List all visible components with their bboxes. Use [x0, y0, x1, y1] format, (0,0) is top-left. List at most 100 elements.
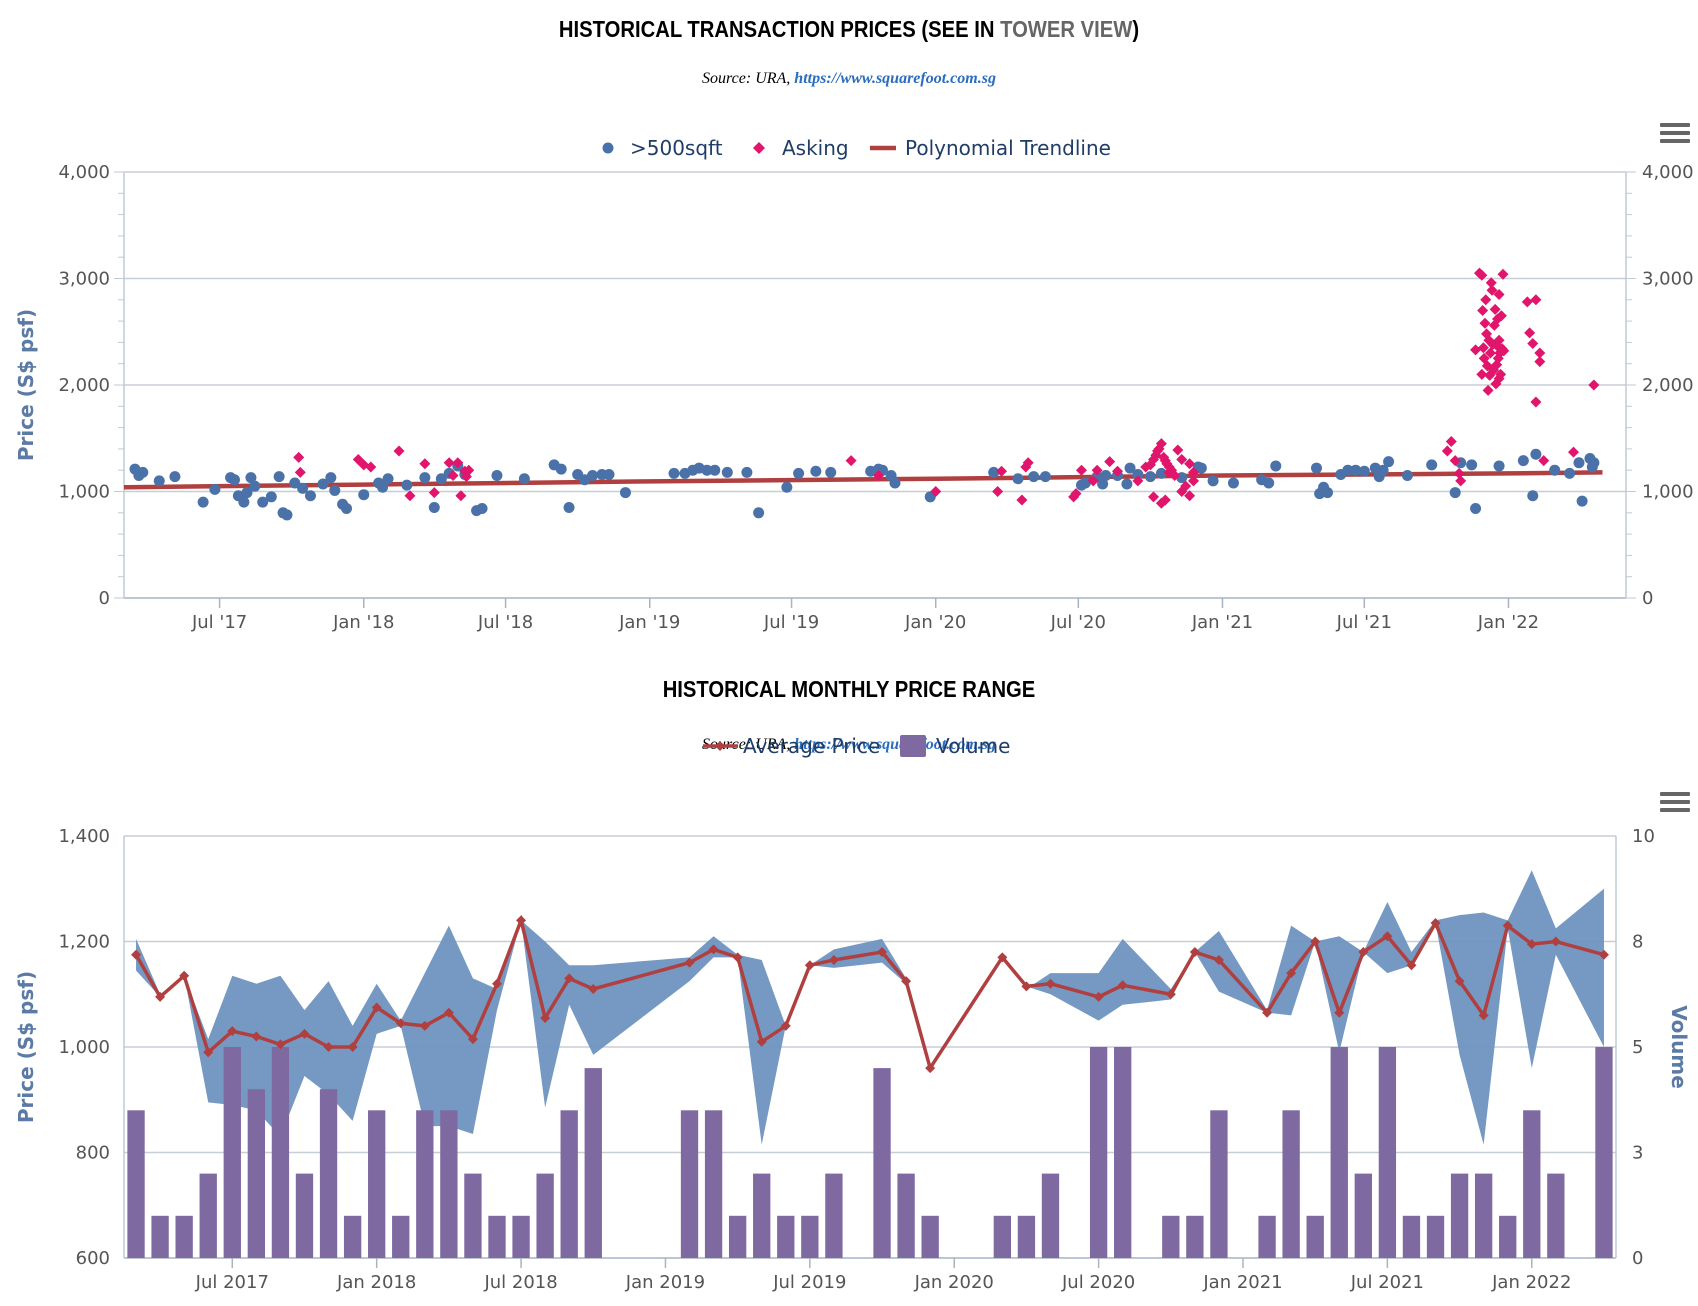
- transaction-point: [1383, 456, 1395, 468]
- x-tick-label: Jan 2022: [1491, 1272, 1571, 1293]
- volume-bar: [728, 1215, 747, 1258]
- transaction-point: [709, 464, 721, 476]
- monthly-range-chart: 600 0 800 3 1,000 5 1,200 8 1,400 10 Jul 2017 Jan 2…: [14, 734, 1691, 1293]
- volume-bar: [1450, 1173, 1469, 1258]
- y-axis-title: Price (S$ psf): [14, 971, 38, 1123]
- asking-point: [1485, 277, 1497, 289]
- volume-bar: [680, 1110, 699, 1258]
- y2-tick-label: 0: [1632, 1248, 1643, 1269]
- volume-bar: [777, 1215, 795, 1258]
- average-price-point: [1165, 989, 1176, 1000]
- transaction-point: [1493, 460, 1505, 472]
- volume-bar: [873, 1068, 891, 1258]
- asking-point: [1132, 475, 1144, 487]
- transaction-point: [325, 472, 337, 484]
- asking-point: [1493, 334, 1505, 346]
- y-tick-label: 2,000: [58, 375, 110, 396]
- average-price-point: [203, 1047, 214, 1058]
- tower-view-link[interactable]: TOWER VIEW: [1000, 16, 1133, 42]
- asking-point: [455, 490, 467, 502]
- transaction-point: [1321, 487, 1333, 499]
- asking-point: [1538, 455, 1550, 467]
- transaction-point: [1517, 455, 1529, 467]
- y-tick-label: 1,400: [58, 826, 110, 847]
- asking-point: [1111, 465, 1123, 477]
- asking-point: [1476, 368, 1488, 380]
- volume-bar: [271, 1047, 290, 1258]
- asking-point: [1482, 384, 1494, 396]
- top-chart-menu-icon[interactable]: [1660, 123, 1690, 145]
- average-price-point: [804, 960, 815, 971]
- asking-point: [1070, 488, 1082, 500]
- bottom-source: Source: URA, https://www.squarefoot.com.…: [0, 736, 1698, 754]
- transaction-point: [1549, 464, 1561, 476]
- x-tick-label: Jul '20: [1050, 612, 1106, 633]
- y2-tick-label: 3,000: [1642, 269, 1694, 290]
- average-price-point: [1358, 947, 1369, 958]
- average-price-point: [395, 1018, 406, 1029]
- average-price-point: [1478, 1010, 1489, 1021]
- x-tick-label: Jan 2018: [336, 1272, 416, 1293]
- asking-point: [1477, 342, 1489, 354]
- average-price-point: [155, 991, 166, 1002]
- volume-bar: [1089, 1047, 1108, 1258]
- top-source-link[interactable]: https://www.squarefoot.com.sg: [794, 70, 996, 87]
- transaction-point: [1263, 477, 1275, 489]
- asking-point: [992, 486, 1004, 497]
- y-tick-label: 600: [76, 1248, 110, 1269]
- average-price-point: [467, 1034, 478, 1045]
- asking-point: [1104, 456, 1116, 468]
- transaction-point: [1311, 462, 1323, 474]
- legend-symbol-volume: [900, 735, 926, 757]
- transaction-point: [329, 484, 341, 496]
- average-price-point: [1021, 981, 1032, 992]
- transaction-point: [435, 473, 447, 485]
- legend-marker-average: [715, 741, 725, 751]
- transaction-point: [1124, 462, 1136, 474]
- asking-point: [1187, 466, 1199, 478]
- transaction-point: [1097, 478, 1109, 490]
- average-price-point: [323, 1042, 334, 1052]
- transaction-point: [1342, 464, 1354, 476]
- transaction-point: [1401, 470, 1413, 482]
- transaction-point: [668, 467, 680, 479]
- volume-bar: [704, 1110, 723, 1258]
- transaction-point: [1576, 495, 1588, 507]
- transaction-point: [289, 477, 301, 489]
- asking-point: [293, 451, 305, 463]
- transaction-point: [265, 491, 277, 503]
- transaction-point: [563, 501, 575, 513]
- transaction-point: [753, 507, 765, 519]
- average-price-point: [1093, 991, 1104, 1002]
- asking-point: [1568, 446, 1580, 458]
- top-title-prefix: HISTORICAL TRANSACTION PRICES (SEE IN: [558, 16, 1001, 42]
- average-price-point: [901, 976, 912, 987]
- volume-bar: [536, 1173, 554, 1258]
- transaction-point: [428, 501, 440, 513]
- transaction-point: [701, 464, 713, 476]
- transaction-point: [1207, 475, 1219, 487]
- x-tick-label: Jan '20: [904, 612, 966, 633]
- bottom-source-prefix: Source: URA,: [702, 736, 795, 753]
- bottom-source-link[interactable]: https://www.squarefoot.com.sg: [794, 736, 996, 753]
- transaction-point: [793, 467, 805, 479]
- average-price-point: [1526, 939, 1537, 950]
- asking-point: [1588, 379, 1600, 391]
- average-price-point: [1310, 936, 1321, 947]
- asking-point: [845, 455, 857, 467]
- asking-point: [1449, 455, 1461, 467]
- asking-point: [1530, 396, 1542, 408]
- asking-point: [1187, 475, 1199, 487]
- y-tick-label: 1,000: [58, 1037, 110, 1058]
- x-tick-label: Jul '19: [763, 612, 819, 633]
- bottom-chart-menu-icon[interactable]: [1660, 792, 1690, 814]
- transaction-point: [781, 481, 793, 493]
- transaction-point: [238, 496, 250, 508]
- transaction-point: [137, 466, 149, 478]
- volume-bar: [753, 1173, 771, 1258]
- transaction-point: [1270, 460, 1282, 472]
- average-price-point: [347, 1042, 358, 1052]
- average-price-point: [516, 915, 527, 926]
- volume-bar: [1041, 1173, 1060, 1258]
- average-price-point: [756, 1036, 767, 1047]
